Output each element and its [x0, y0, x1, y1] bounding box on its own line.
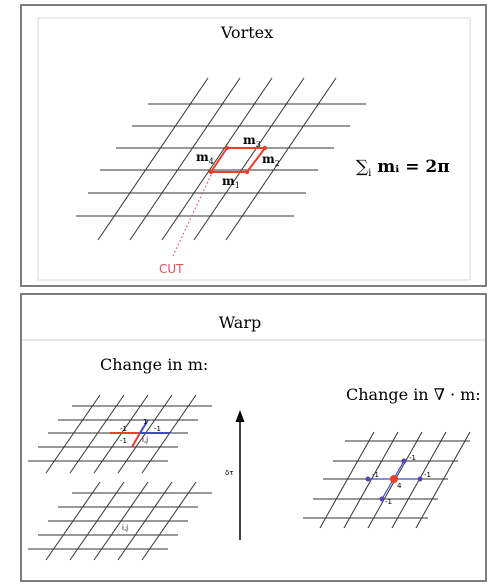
divergence-lattice — [303, 431, 471, 529]
change-div-label: Change in ∇ · m: — [346, 385, 481, 404]
delta-tau-arrow — [235, 410, 245, 540]
lower-ij-label: i,j — [122, 524, 128, 532]
plaquette-vertices — [208, 145, 268, 175]
warp-panel — [20, 293, 487, 582]
m4-label: m4 — [196, 150, 214, 166]
divergence-up-value: -1 — [409, 454, 416, 462]
divergence-center-value: 4 — [397, 482, 402, 490]
upper-top-value: 1 — [143, 418, 147, 426]
divergence-right-value: -1 — [424, 471, 431, 479]
lower-warp-lattice — [28, 481, 212, 561]
change-m-label: Change in m: — [100, 355, 208, 374]
divergence-down-value: -1 — [385, 498, 392, 506]
upper-ij-label: i,j — [142, 436, 148, 444]
cut-label: CUT — [159, 262, 184, 276]
divergence-left-value: -1 — [372, 471, 379, 479]
vortex-lattice — [76, 77, 366, 241]
vortex-plaquette — [210, 147, 266, 173]
warp-title: Warp — [219, 313, 261, 332]
upper-bottom-right-value: -1 — [154, 425, 161, 433]
upper-bottom-left-value: -1 — [120, 437, 127, 445]
vortex-equation: ∑i mᵢ = 2π — [356, 157, 450, 179]
m1-label: m1 — [222, 174, 240, 190]
upper-left-value: -1 — [120, 425, 127, 433]
m3-label: m3 — [243, 133, 261, 149]
m2-label: m2 — [262, 152, 280, 168]
divergence-neighbor-nodes — [365, 458, 423, 502]
upper-warp-highlight — [110, 419, 170, 448]
divergence-center-node — [390, 475, 398, 483]
cut-line — [171, 174, 212, 259]
vortex-title: Vortex — [220, 23, 273, 42]
delta-tau-label: δτ — [225, 469, 234, 477]
